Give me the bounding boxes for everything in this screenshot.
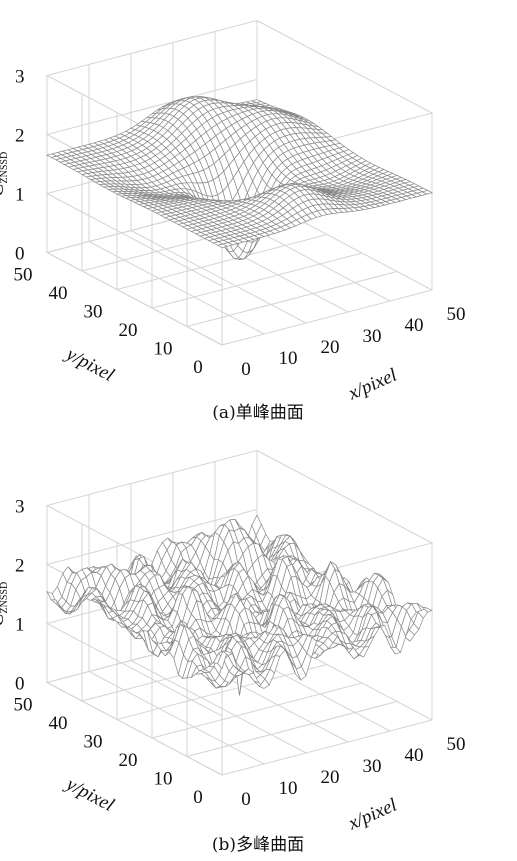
x-tick-label: 0 bbox=[241, 789, 251, 810]
y-tick-label: 40 bbox=[49, 713, 68, 734]
z-tick-label: 1 bbox=[15, 185, 25, 206]
figure-caption: (a)单峰曲面 bbox=[212, 403, 303, 423]
x-tick-label: 0 bbox=[241, 359, 251, 380]
x-tick-label: 20 bbox=[321, 337, 340, 358]
z-axis-title-main: C bbox=[0, 183, 8, 196]
z-tick-label: 3 bbox=[15, 497, 25, 518]
z-axis-title-main: C bbox=[0, 613, 8, 626]
y-tick-label: 20 bbox=[119, 750, 138, 771]
x-tick-label: 40 bbox=[405, 315, 424, 336]
z-tick-label: 3 bbox=[15, 67, 25, 88]
surface-chart-b: 01230102030405001020304050CZNSSDy/pixelx… bbox=[0, 450, 466, 855]
floor-gridline bbox=[130, 660, 307, 754]
z-tick-label: 1 bbox=[15, 615, 25, 636]
floor-gridline bbox=[221, 289, 433, 346]
x-tick-label: 10 bbox=[279, 348, 298, 369]
y-tick-label: 50 bbox=[14, 695, 33, 716]
x-axis-title: x/pixel bbox=[344, 365, 400, 405]
y-tick-label: 20 bbox=[119, 320, 138, 341]
floor-gridline bbox=[88, 241, 265, 335]
floor-gridline bbox=[88, 671, 265, 765]
floor-gridline bbox=[151, 252, 363, 309]
y-tick-label: 30 bbox=[84, 302, 103, 323]
z-axis-title: CZNSSD bbox=[0, 152, 10, 196]
z-tick-label: 0 bbox=[15, 674, 25, 695]
x-tick-label: 30 bbox=[363, 756, 382, 777]
y-tick-label: 0 bbox=[193, 357, 203, 378]
x-tick-label: 50 bbox=[447, 734, 466, 755]
z-tick-label: 2 bbox=[15, 556, 25, 577]
floor-gridline bbox=[151, 682, 363, 739]
y-tick-label: 10 bbox=[154, 339, 173, 360]
figure-caption: (b)多峰曲面 bbox=[212, 835, 304, 855]
z-axis-title-sub: ZNSSD bbox=[0, 152, 10, 184]
mesh-cell bbox=[421, 190, 433, 195]
mesh-cell bbox=[421, 606, 433, 613]
x-tick-label: 50 bbox=[447, 304, 466, 325]
z-tick-label: 2 bbox=[15, 126, 25, 147]
surface-chart-a: 01230102030405001020304050CZNSSDy/pixelx… bbox=[0, 20, 466, 423]
y-tick-label: 10 bbox=[154, 769, 173, 790]
y-tick-label: 50 bbox=[14, 265, 33, 286]
floor-gridline bbox=[130, 230, 307, 324]
y-axis-title: y/pixel bbox=[61, 773, 117, 816]
z-axis-title-sub: ZNSSD bbox=[0, 582, 10, 614]
floor-gridline bbox=[186, 271, 398, 327]
floor-gridline bbox=[186, 701, 398, 757]
surface-mesh bbox=[46, 514, 433, 696]
y-axis-title: y/pixel bbox=[61, 343, 117, 386]
x-tick-label: 10 bbox=[279, 778, 298, 799]
floor-gridline bbox=[221, 719, 433, 776]
x-axis-title: x/pixel bbox=[344, 795, 400, 835]
z-axis-title: CZNSSD bbox=[0, 582, 10, 626]
y-tick-label: 30 bbox=[84, 732, 103, 753]
z-tick-label: 0 bbox=[15, 244, 25, 265]
y-tick-label: 0 bbox=[193, 787, 203, 808]
y-tick-label: 40 bbox=[49, 283, 68, 304]
x-tick-label: 30 bbox=[363, 326, 382, 347]
x-tick-label: 40 bbox=[405, 745, 424, 766]
x-tick-label: 20 bbox=[321, 767, 340, 788]
surface-mesh bbox=[46, 96, 433, 260]
